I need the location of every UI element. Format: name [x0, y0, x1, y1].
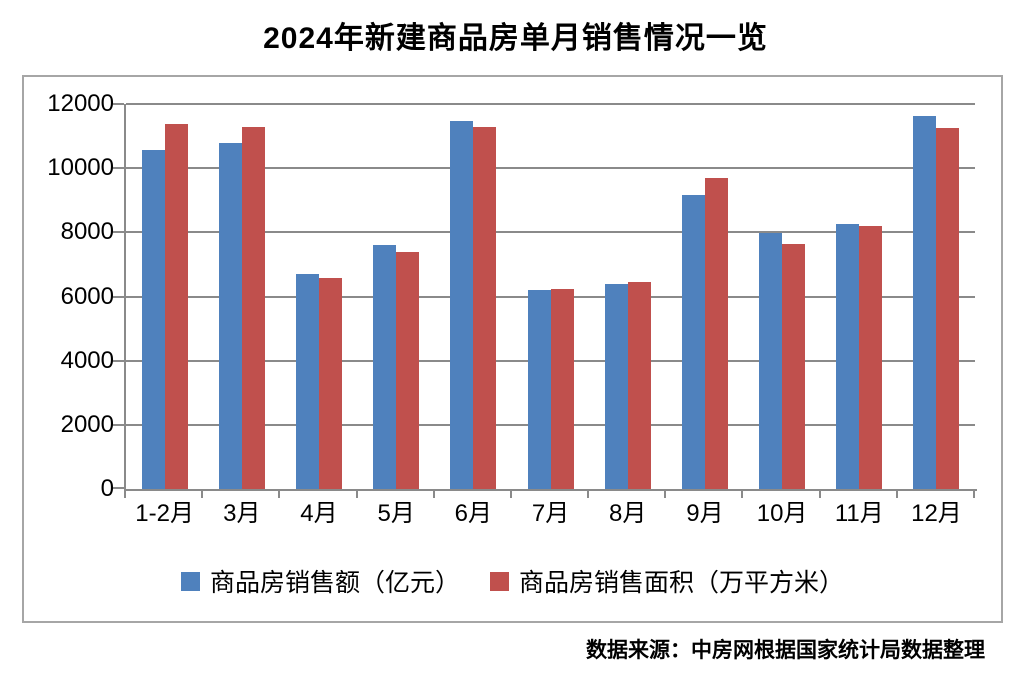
chart-title: 2024年新建商品房单月销售情况一览 — [263, 22, 768, 55]
x-axis-tick — [201, 491, 204, 498]
y-tick-6000 — [113, 295, 124, 298]
x-axis-label-9: 11月 — [834, 500, 884, 527]
bar-sales-area-6 — [627, 282, 651, 489]
bar-sales-area-8 — [782, 243, 806, 489]
y-tick-2000 — [113, 423, 124, 426]
gridline-12000 — [126, 103, 975, 105]
bar-sales-area-9 — [859, 226, 883, 489]
x-axis-tick — [278, 491, 281, 498]
x-axis-line — [124, 489, 977, 491]
bar-sales-amount-9 — [836, 223, 860, 489]
x-axis-label-6: 8月 — [609, 500, 647, 527]
y-tick-label: 6000 — [60, 282, 114, 310]
x-axis-label-5: 7月 — [531, 500, 570, 527]
legend-label-sales-area: 商品房销售面积（万平方米） — [519, 569, 845, 597]
x-axis-label-2: 4月 — [300, 500, 338, 527]
bar-sales-amount-2 — [295, 273, 319, 489]
y-tick-8000 — [113, 231, 124, 234]
bar-sales-amount-0 — [141, 150, 165, 489]
x-axis-label-0: 1-2月 — [135, 500, 194, 527]
bar-group-3 — [358, 104, 435, 489]
bar-sales-area-1 — [241, 126, 265, 489]
legend-swatch-sales-amount — [180, 571, 200, 591]
bar-group-6 — [589, 104, 666, 489]
y-tick-4000 — [113, 359, 124, 362]
bar-group-1 — [203, 104, 280, 489]
legend-swatch-sales-area — [490, 571, 509, 591]
bar-group-10 — [898, 104, 975, 489]
x-axis-tick — [741, 491, 744, 498]
bar-sales-area-2 — [318, 277, 342, 489]
gridline-8000 — [126, 231, 975, 234]
x-axis-label-7: 9月 — [686, 500, 724, 527]
bar-group-8 — [744, 104, 821, 489]
bar-sales-area-0 — [164, 124, 188, 489]
bar-sales-amount-5 — [527, 290, 551, 489]
bar-sales-area-10 — [936, 127, 960, 489]
y-tick-label: 0 — [100, 475, 114, 502]
bar-group-0 — [126, 104, 203, 489]
bar-sales-amount-7 — [681, 195, 705, 489]
x-axis-tick — [587, 491, 590, 498]
bar-groups — [126, 104, 975, 489]
x-axis-tick — [973, 491, 975, 498]
legend-item-sales-amount: 商品房销售额（亿元） — [180, 563, 460, 599]
y-tick-label: 2000 — [60, 410, 114, 438]
bar-group-9 — [821, 104, 898, 489]
x-axis-label-8: 10月 — [756, 500, 808, 527]
y-axis-line — [124, 104, 126, 491]
x-axis-tick — [664, 491, 667, 498]
bar-sales-amount-8 — [759, 233, 783, 489]
bar-sales-area-7 — [704, 178, 728, 489]
bar-sales-amount-6 — [604, 283, 628, 489]
gridline-10000 — [126, 167, 975, 170]
x-axis-label-4: 6月 — [454, 500, 493, 527]
legend-item-sales-area: 商品房销售面积（万平方米） — [490, 563, 844, 599]
bar-group-7 — [666, 104, 743, 489]
x-axis-tick — [124, 491, 126, 498]
bar-sales-amount-4 — [450, 121, 474, 489]
y-tick-label: 12000 — [47, 90, 114, 117]
bar-sales-amount-10 — [913, 116, 937, 489]
y-axis-labels: 0 2000 4000 6000 8000 10000 12000 — [24, 90, 114, 502]
y-tick-label: 8000 — [60, 218, 114, 246]
bar-sales-area-4 — [473, 127, 497, 489]
x-axis-label-3: 5月 — [377, 500, 415, 527]
legend-label-sales-amount: 商品房销售额（亿元） — [209, 569, 460, 597]
x-axis-label-1: 3月 — [223, 500, 261, 527]
bar-sales-amount-1 — [218, 142, 242, 489]
y-tick-0 — [113, 487, 124, 489]
plot-area — [113, 103, 977, 498]
x-axis-tick — [509, 491, 512, 498]
chart-frame: 0 2000 4000 6000 8000 10000 12000 1-2月 3月 4月 5月 6月… — [22, 75, 1003, 623]
bar-sales-area-3 — [396, 251, 420, 489]
x-axis-tick — [818, 491, 821, 498]
bar-sales-amount-3 — [373, 245, 397, 489]
x-axis-label-10: 12月 — [911, 500, 962, 527]
bar-group-2 — [280, 104, 357, 489]
y-tick-12000 — [113, 103, 124, 105]
bar-group-5 — [512, 104, 589, 489]
x-axis-tick — [895, 491, 898, 498]
x-axis-tick — [432, 491, 435, 498]
bar-sales-area-5 — [550, 289, 574, 489]
x-axis-labels: 1-2月 3月 4月 5月 6月 7月 8月 9月 10月 11月 12月 — [126, 497, 975, 531]
data-source-note: 数据来源：中房网根据国家统计局数据整理 — [586, 639, 985, 662]
y-tick-label: 10000 — [47, 154, 114, 182]
legend: 商品房销售额（亿元） 商品房销售面积（万平方米） — [24, 563, 1001, 599]
bar-group-4 — [435, 104, 512, 489]
x-axis-tick — [355, 491, 358, 498]
y-tick-label: 4000 — [60, 346, 114, 374]
y-tick-10000 — [113, 167, 124, 170]
